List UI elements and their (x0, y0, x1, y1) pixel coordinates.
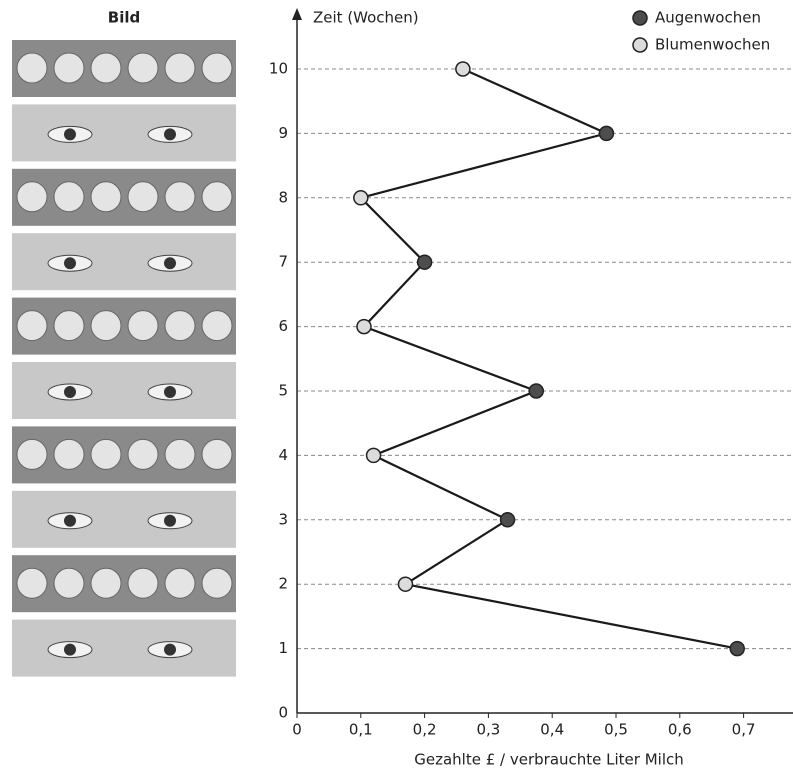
flower (17, 568, 47, 598)
flower (17, 311, 47, 341)
flower (165, 439, 195, 469)
data-point (529, 384, 543, 398)
flower (165, 53, 195, 83)
y-tick-label: 0 (278, 704, 288, 722)
y-tick-label: 1 (278, 639, 288, 657)
data-point (501, 513, 515, 527)
flower (54, 439, 84, 469)
iris (164, 386, 176, 398)
data-point (398, 577, 412, 591)
image-strip (12, 362, 236, 419)
flower (54, 568, 84, 598)
legend-label: Augenwochen (655, 9, 761, 27)
iris (64, 644, 76, 656)
y-axis-title: Zeit (Wochen) (313, 9, 419, 27)
y-tick-label: 6 (278, 317, 288, 335)
flower (54, 182, 84, 212)
data-point (357, 320, 371, 334)
x-tick-label: 0 (292, 721, 302, 739)
y-tick-label: 7 (278, 253, 288, 271)
iris (164, 128, 176, 140)
iris (64, 386, 76, 398)
y-tick-label: 5 (278, 382, 288, 400)
y-tick-label: 8 (278, 188, 288, 206)
data-point (418, 255, 432, 269)
flower (128, 53, 158, 83)
iris (164, 515, 176, 527)
x-tick-label: 0,2 (413, 721, 437, 739)
flower (165, 568, 195, 598)
plot: 0 1 2 3 4 5 6 7 8 9 10 0 0,1 0,2 0,3 0,4 0,5 0,6 0,7 Augenw… (269, 8, 793, 739)
x-axis-title: Gezahlte £ / verbrauchte Liter Milch (414, 751, 684, 769)
y-tick-label: 4 (278, 446, 288, 464)
flower (202, 439, 232, 469)
flower (128, 182, 158, 212)
flower (128, 439, 158, 469)
x-tick-label: 0,7 (732, 721, 756, 739)
iris (64, 515, 76, 527)
x-tick-label: 0,1 (349, 721, 373, 739)
flower (128, 568, 158, 598)
legend-marker (633, 11, 647, 25)
image-strips (12, 40, 236, 677)
flower (17, 182, 47, 212)
flower (202, 182, 232, 212)
data-point (367, 448, 381, 462)
x-tick-label: 0,4 (540, 721, 564, 739)
legend-marker (633, 38, 647, 52)
flower (165, 182, 195, 212)
image-strip (12, 491, 236, 548)
y-tick-label: 3 (278, 510, 288, 528)
x-tick-label: 0,5 (604, 721, 628, 739)
iris (64, 128, 76, 140)
flower (54, 53, 84, 83)
flower (165, 311, 195, 341)
page: Bild Zeit (Wochen) Gezahlte £ / verbrauc… (0, 0, 793, 771)
image-strip (12, 620, 236, 677)
iris (164, 257, 176, 269)
y-tick-label: 10 (269, 60, 288, 78)
flower (91, 568, 121, 598)
iris (64, 257, 76, 269)
x-tick-label: 0,3 (476, 721, 500, 739)
flower (202, 311, 232, 341)
y-tick-label: 9 (278, 124, 288, 142)
flower (202, 53, 232, 83)
flower (91, 439, 121, 469)
data-point (730, 642, 744, 656)
image-strip (12, 104, 236, 161)
flower (91, 53, 121, 83)
iris (164, 644, 176, 656)
data-point (354, 191, 368, 205)
data-line (361, 69, 737, 649)
legend-label: Blumenwochen (655, 36, 770, 54)
data-point (599, 126, 613, 140)
flower (91, 311, 121, 341)
flower (202, 568, 232, 598)
x-tick-label: 0,6 (668, 721, 692, 739)
y-tick-label: 2 (278, 575, 288, 593)
flower (17, 53, 47, 83)
flower (128, 311, 158, 341)
flower (91, 182, 121, 212)
y-axis-arrow (292, 8, 302, 20)
image-strip (12, 233, 236, 290)
flower (17, 439, 47, 469)
flower (54, 311, 84, 341)
panel-title: Bild (108, 9, 140, 27)
data-point (456, 62, 470, 76)
